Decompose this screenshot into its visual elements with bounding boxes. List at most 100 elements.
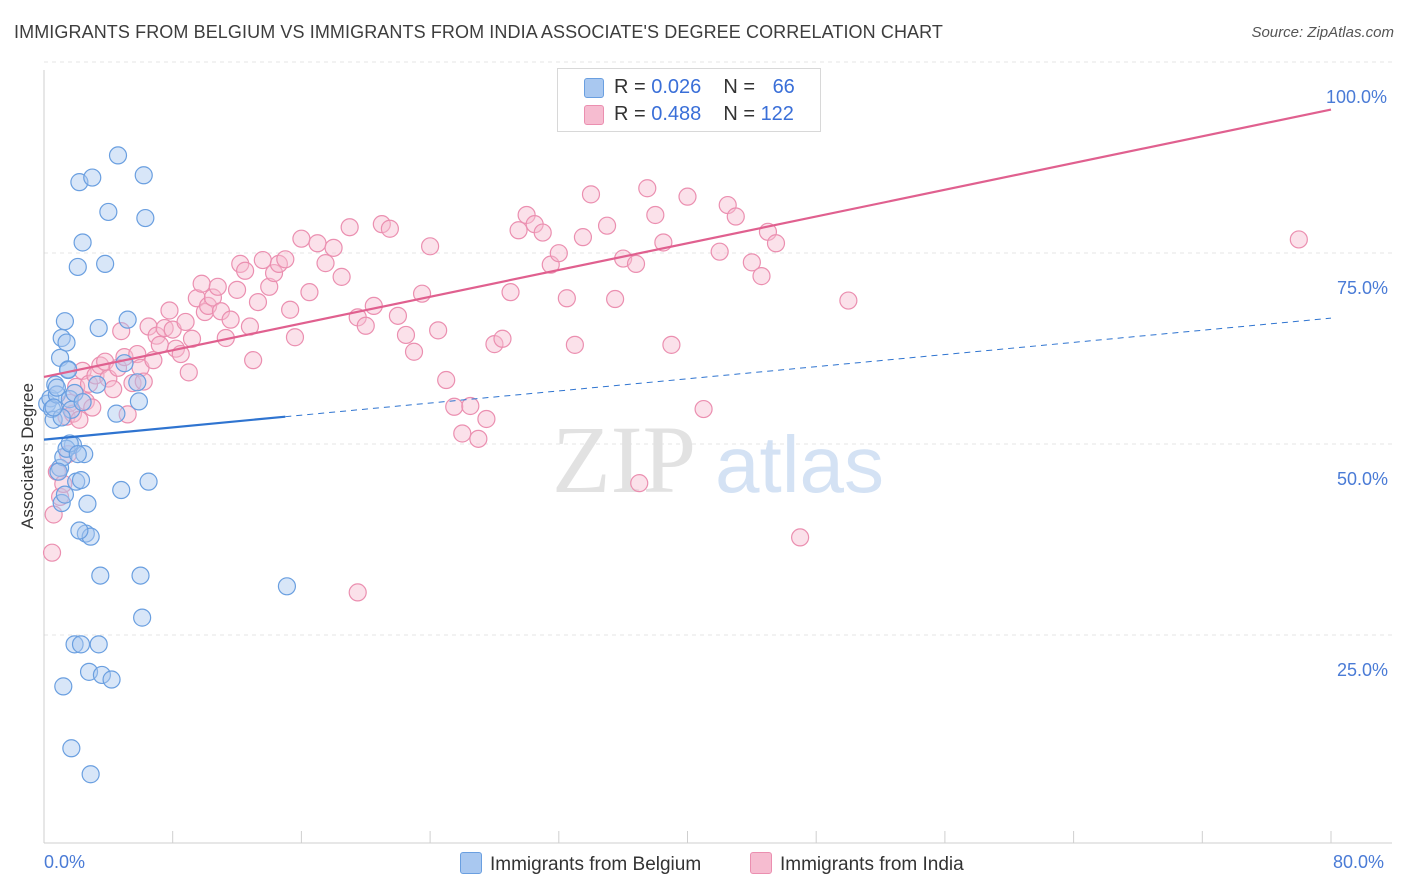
india-point	[646, 205, 665, 225]
india-point	[269, 254, 288, 273]
belgium-point	[73, 233, 92, 252]
india-point	[597, 216, 617, 235]
belgium-point	[78, 494, 97, 513]
india-point	[340, 218, 359, 237]
belgium-point	[131, 566, 150, 585]
belgium-point	[108, 146, 128, 165]
india-point	[348, 583, 367, 602]
india-point	[203, 288, 223, 307]
belgium-point	[107, 404, 126, 423]
belgium-point	[92, 665, 112, 685]
india-point	[112, 322, 131, 341]
belgium-legend-label: Immigrants from Belgium	[490, 854, 702, 875]
india-point	[364, 296, 383, 316]
axes	[43, 70, 1392, 844]
india-point	[501, 283, 520, 302]
india-point	[726, 207, 745, 226]
india-point	[396, 325, 416, 345]
india-point	[573, 228, 593, 247]
india-point	[276, 250, 295, 269]
india-point	[42, 543, 62, 562]
india-legend-swatch	[750, 852, 772, 874]
india-point	[179, 363, 198, 382]
india-point	[638, 179, 657, 198]
india-point	[332, 267, 351, 286]
india-point	[227, 280, 247, 299]
belgium-point	[102, 670, 121, 689]
india-stats: R = 0.488 N = 122	[614, 103, 794, 125]
stats-legend: R = 0.026 N = 66 R = 0.488 N = 122	[557, 68, 821, 132]
india-point	[549, 244, 568, 263]
india-point	[766, 234, 786, 253]
india-point	[308, 234, 327, 253]
india-point	[445, 397, 464, 416]
india-point	[285, 328, 305, 347]
india-point	[437, 370, 456, 390]
india-point	[752, 267, 771, 286]
belgium-point	[89, 318, 108, 338]
belgium-point	[91, 566, 110, 585]
india-point	[839, 291, 858, 310]
belgium-point	[136, 208, 155, 228]
india-swatch	[584, 105, 604, 125]
india-point	[192, 274, 211, 293]
india-point	[509, 221, 528, 240]
y-tick-label-75: 75.0%	[1337, 278, 1389, 298]
india-point	[221, 310, 240, 329]
india-point	[176, 312, 195, 332]
belgium-point	[44, 398, 63, 417]
belgium-point	[87, 375, 107, 394]
belgium-point	[134, 166, 153, 185]
india-point	[244, 351, 263, 370]
belgium-point	[55, 485, 75, 504]
watermark-atlas: atlas	[715, 420, 884, 509]
belgium-point	[68, 257, 87, 277]
belgium-swatch	[584, 78, 604, 98]
belgium-point	[73, 393, 92, 412]
india-point	[388, 306, 408, 325]
belgium-point	[139, 472, 158, 491]
belgium-point	[68, 445, 87, 464]
y-tick-label-100: 100.0%	[1326, 87, 1388, 107]
india-point	[281, 300, 300, 319]
india-point	[565, 335, 584, 354]
gridlines	[44, 61, 1392, 636]
belgium-point	[47, 378, 66, 397]
belgium-point	[65, 635, 84, 654]
india-legend-label: Immigrants from India	[780, 854, 964, 875]
watermark-zip: ZIP	[552, 406, 696, 513]
belgium-point	[71, 635, 91, 654]
india-point	[260, 277, 279, 296]
india-point	[380, 219, 399, 238]
india-point	[316, 254, 335, 273]
belgium-point	[75, 445, 94, 464]
belgium-point	[118, 310, 137, 329]
belgium-point	[81, 765, 100, 784]
source-label: Source: ZipAtlas.com	[1251, 24, 1394, 41]
india-point	[429, 321, 448, 340]
x-tick-label-max: 80.0%	[1333, 852, 1385, 872]
india-point	[300, 283, 319, 302]
belgium-points	[38, 146, 297, 784]
belgium-point	[54, 677, 73, 696]
legend-item-india: Immigrants from India	[750, 852, 964, 876]
india-trend-line	[43, 108, 1332, 379]
y-tick-label-25: 25.0%	[1337, 660, 1389, 680]
india-point	[356, 316, 375, 335]
india-point	[557, 289, 576, 308]
belgium-point	[81, 527, 100, 546]
belgium-point	[115, 354, 134, 373]
india-point	[533, 223, 552, 242]
india-point	[208, 277, 227, 296]
belgium-point	[62, 739, 81, 758]
india-point	[83, 398, 102, 417]
belgium-point	[89, 635, 108, 654]
india-point	[710, 242, 729, 261]
belgium-point	[57, 333, 76, 352]
watermark: ZIP atlas	[552, 406, 884, 513]
belgium-point	[128, 373, 147, 392]
india-point	[421, 237, 440, 256]
india-point	[493, 329, 512, 348]
chart-title: IMMIGRANTS FROM BELGIUM VS IMMIGRANTS FR…	[14, 22, 944, 42]
india-point	[235, 261, 255, 280]
